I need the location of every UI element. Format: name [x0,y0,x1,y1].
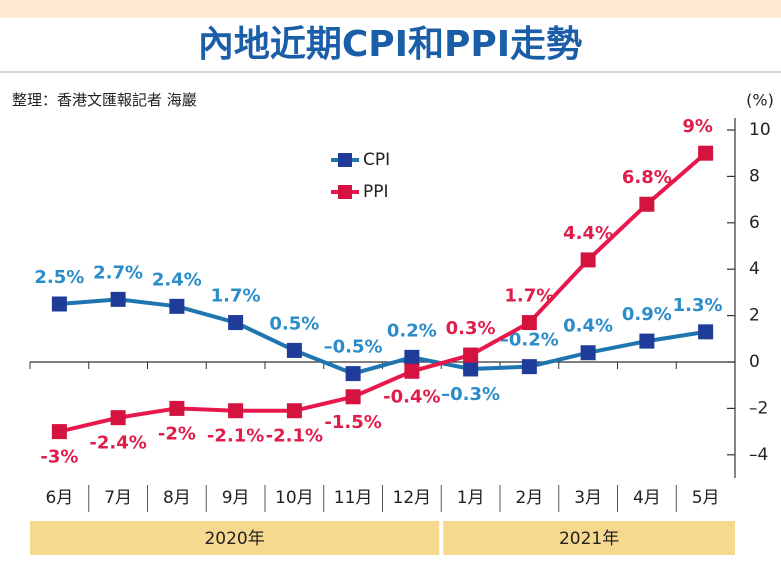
point-marker [345,366,361,382]
point-marker [580,252,596,268]
x-tick-label: 4月 [633,488,661,508]
series-line [59,297,706,376]
data-label: 2.4% [152,269,202,290]
point-marker [698,324,714,340]
data-label: -2.4% [89,433,146,454]
legend-label: PPI [363,182,389,202]
x-group-label: 2020年 [204,529,264,549]
y-tick-label: 6 [749,213,760,233]
data-label: 1.7% [504,286,554,307]
x-group-band [30,521,440,555]
data-label: 0.4% [563,316,613,337]
data-label: 4.4% [563,223,613,244]
point-marker [51,296,67,312]
point-marker [580,345,596,361]
data-label: 1.3% [673,295,723,316]
data-label: 0.9% [622,304,672,325]
data-label: –0.2% [500,330,559,351]
data-label: –0.5% [324,337,383,358]
y-tick-label: 2 [749,306,760,326]
data-label: -2% [158,423,196,444]
point-marker [404,349,420,365]
data-label: -0.4% [383,386,440,407]
data-label: 0.3% [446,318,496,339]
point-marker [463,347,479,363]
x-tick-label: 1月 [457,488,485,508]
x-tick-label: 3月 [574,488,602,508]
data-label: 2.7% [93,262,143,283]
point-marker [51,424,67,440]
chart-title: 內地近期CPI和PPI走勢 [198,24,582,65]
point-marker [110,291,126,307]
x-tick-label: 8月 [163,488,191,508]
legend-label: CPI [363,150,390,170]
data-label: 1.7% [211,286,261,307]
y-tick-label: –2 [749,398,768,418]
y-unit: (%) [746,91,774,110]
data-label: –0.3% [441,384,500,405]
data-label: 2.5% [34,267,84,288]
x-group-label: 2021年 [559,529,619,549]
point-marker [639,196,655,212]
point-marker [169,400,185,416]
point-marker [110,410,126,426]
x-tick-label: 7月 [104,488,132,508]
source: 整理：香港文匯報記者 海巖 [12,91,197,109]
x-tick-label: 11月 [334,488,373,508]
point-marker [228,403,244,419]
data-label: -2.1% [266,426,323,447]
point-marker [228,315,244,331]
point-marker [463,361,479,377]
x-tick-label: 2月 [515,488,543,508]
x-tick-label: 10月 [275,488,314,508]
legend-marker [338,185,352,199]
point-marker [521,359,537,375]
x-tick-label: 9月 [222,488,250,508]
data-label: 0.2% [387,320,437,341]
point-marker [169,298,185,314]
data-label: -1.5% [324,412,381,433]
y-tick-label: –4 [749,445,768,465]
point-marker [286,342,302,358]
point-marker [286,403,302,419]
series-line [58,151,707,434]
data-label: 9% [682,116,713,137]
data-label: -2.1% [207,426,264,447]
x-tick-label: 5月 [692,488,720,508]
x-tick-label: 12月 [393,488,432,508]
x-tick-label: 6月 [45,488,73,508]
top-band [0,0,781,18]
y-tick-label: 4 [749,259,760,279]
data-label: 0.5% [269,313,319,334]
point-marker [639,333,655,349]
legend-marker [338,153,352,167]
data-label: 6.8% [622,167,672,188]
x-group-band [443,521,735,555]
y-tick-label: 8 [749,166,760,186]
point-marker [521,315,537,331]
y-tick-label: 0 [749,352,760,372]
y-tick-label: 10 [749,120,771,140]
point-marker [698,145,714,161]
point-marker [345,389,361,405]
data-label: -3% [40,447,78,468]
point-marker [404,363,420,379]
